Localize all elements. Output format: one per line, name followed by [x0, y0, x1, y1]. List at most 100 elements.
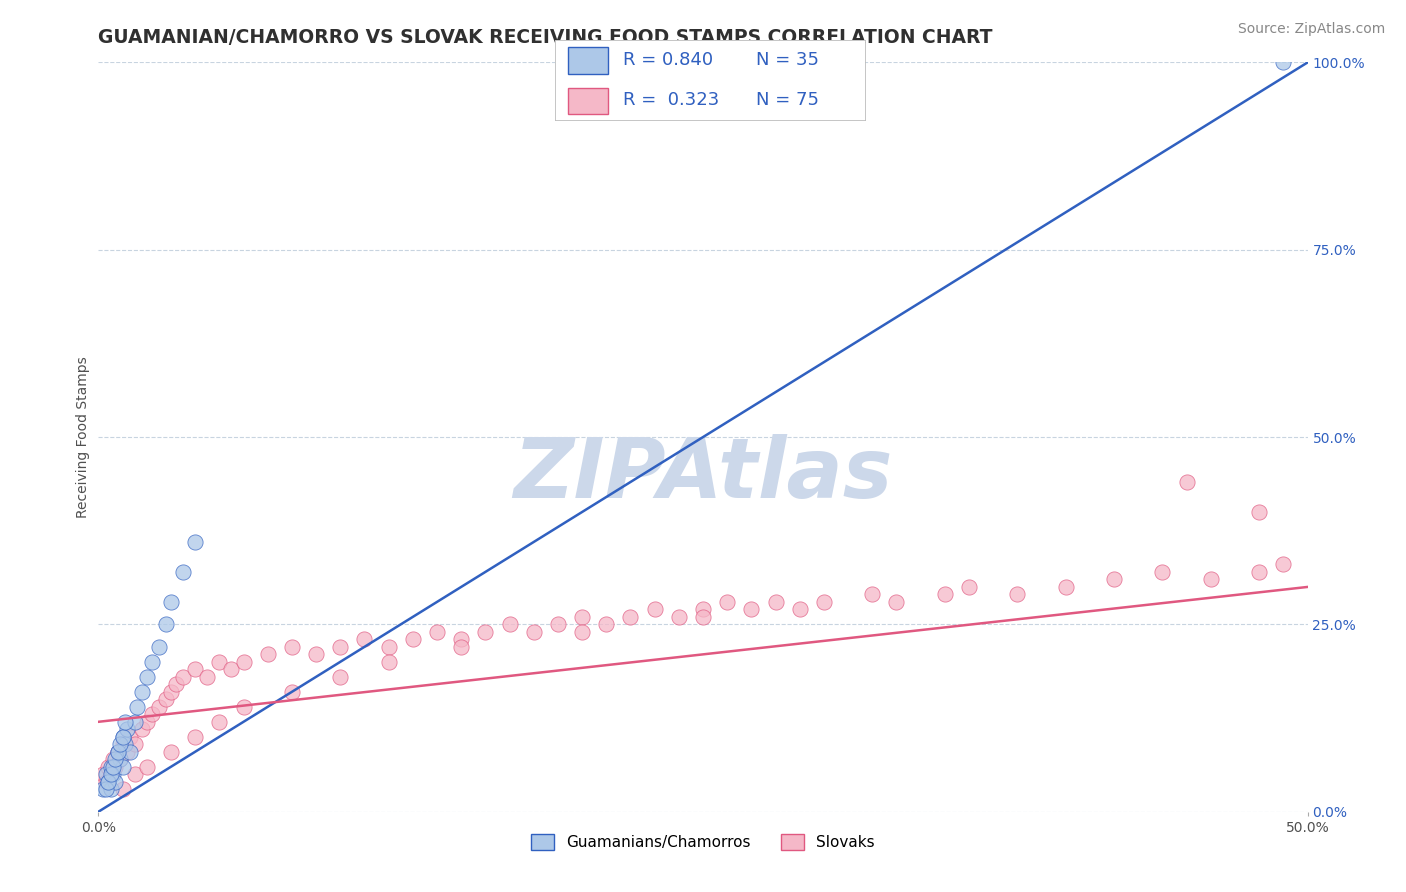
- Point: [108, 737, 131, 751]
- Point: [118, 745, 141, 759]
- Point: [101, 760, 124, 774]
- Point: [100, 767, 122, 781]
- Point: [789, 602, 811, 616]
- Y-axis label: Receiving Food Stamps: Receiving Food Stamps: [76, 356, 90, 518]
- Point: [160, 745, 183, 759]
- Point: [104, 752, 127, 766]
- Point: [740, 602, 762, 616]
- Point: [1102, 573, 1125, 587]
- Point: [498, 617, 520, 632]
- Point: [523, 624, 546, 639]
- Point: [1272, 55, 1295, 70]
- FancyBboxPatch shape: [568, 87, 607, 114]
- Point: [97, 760, 120, 774]
- Point: [886, 595, 908, 609]
- Point: [165, 677, 187, 691]
- Point: [256, 648, 278, 662]
- Point: [619, 610, 641, 624]
- Point: [184, 662, 207, 676]
- Point: [172, 670, 194, 684]
- Point: [377, 640, 399, 654]
- Point: [100, 767, 122, 781]
- Point: [195, 670, 218, 684]
- Point: [232, 699, 254, 714]
- Point: [232, 655, 254, 669]
- Point: [117, 723, 139, 737]
- Point: [155, 617, 177, 632]
- Point: [1272, 558, 1295, 572]
- Point: [141, 707, 163, 722]
- Point: [377, 655, 399, 669]
- Point: [595, 617, 617, 632]
- Point: [860, 587, 883, 601]
- Point: [184, 730, 207, 744]
- Point: [124, 714, 146, 729]
- Point: [94, 774, 117, 789]
- Point: [208, 655, 231, 669]
- Point: [184, 535, 207, 549]
- Point: [117, 745, 139, 759]
- Point: [111, 760, 134, 774]
- Point: [111, 730, 134, 744]
- Point: [813, 595, 835, 609]
- Legend: Guamanians/Chamorros, Slovaks: Guamanians/Chamorros, Slovaks: [524, 829, 882, 856]
- Point: [1152, 565, 1174, 579]
- Point: [426, 624, 449, 639]
- Point: [172, 565, 194, 579]
- Point: [101, 752, 124, 766]
- Point: [108, 752, 131, 766]
- Point: [111, 730, 134, 744]
- Point: [402, 632, 425, 647]
- Point: [353, 632, 375, 647]
- Point: [104, 774, 127, 789]
- Point: [547, 617, 569, 632]
- Point: [1199, 573, 1222, 587]
- Point: [97, 774, 120, 789]
- Point: [765, 595, 787, 609]
- Text: R =  0.323: R = 0.323: [623, 91, 720, 109]
- Point: [450, 632, 472, 647]
- Point: [957, 580, 980, 594]
- FancyBboxPatch shape: [568, 47, 607, 74]
- Point: [329, 640, 352, 654]
- Point: [208, 714, 231, 729]
- Point: [692, 610, 714, 624]
- Point: [107, 745, 129, 759]
- Point: [114, 737, 136, 751]
- Point: [124, 767, 146, 781]
- Point: [160, 595, 183, 609]
- Point: [155, 692, 177, 706]
- Point: [100, 782, 122, 797]
- Point: [111, 737, 134, 751]
- Point: [305, 648, 328, 662]
- Text: ZIPAtlas: ZIPAtlas: [513, 434, 893, 515]
- Point: [141, 655, 163, 669]
- Point: [108, 752, 131, 766]
- Point: [221, 662, 243, 676]
- Point: [91, 767, 114, 781]
- Point: [668, 610, 690, 624]
- Text: R = 0.840: R = 0.840: [623, 51, 714, 69]
- Point: [114, 714, 136, 729]
- Point: [1249, 505, 1271, 519]
- Point: [135, 670, 157, 684]
- Point: [135, 760, 157, 774]
- Text: Source: ZipAtlas.com: Source: ZipAtlas.com: [1237, 22, 1385, 37]
- Point: [474, 624, 496, 639]
- Point: [692, 602, 714, 616]
- Point: [716, 595, 738, 609]
- Point: [450, 640, 472, 654]
- Point: [1175, 475, 1198, 489]
- Point: [124, 737, 146, 751]
- Point: [1054, 580, 1077, 594]
- Point: [329, 670, 352, 684]
- Point: [111, 782, 134, 797]
- Point: [1007, 587, 1029, 601]
- Point: [127, 699, 149, 714]
- Point: [131, 723, 153, 737]
- Point: [644, 602, 666, 616]
- Point: [101, 767, 124, 781]
- Point: [107, 745, 129, 759]
- Point: [160, 685, 183, 699]
- Point: [107, 745, 129, 759]
